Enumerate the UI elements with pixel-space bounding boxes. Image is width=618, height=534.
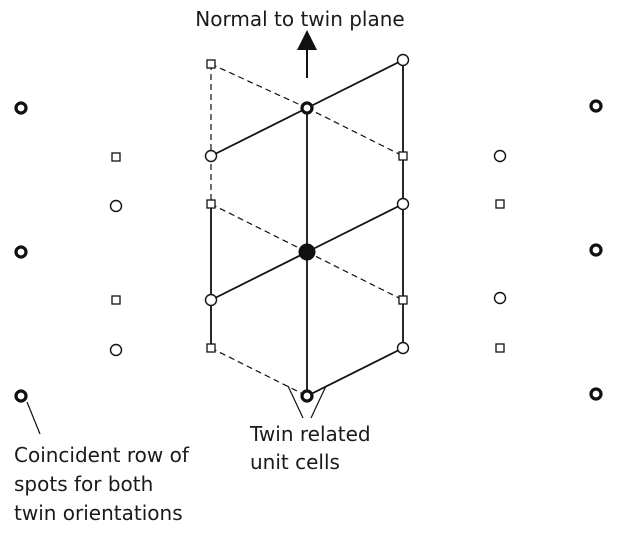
- coincident-label-line2: spots for both: [14, 472, 153, 496]
- coincident-spots: [14, 99, 603, 403]
- spot-a: [204, 149, 218, 163]
- coincident-label-line1: Coincident row of: [14, 443, 190, 467]
- twin-b-spots: [111, 59, 505, 353]
- coincident-spot: [300, 389, 314, 403]
- twin-cells-label-line2: unit cells: [250, 450, 340, 474]
- coincident-spot: [300, 101, 314, 115]
- coincident-spot: [589, 387, 603, 401]
- spot-a: [109, 343, 123, 357]
- spot-a: [396, 341, 410, 355]
- twin-plane-normal-label: Normal to twin plane: [195, 7, 404, 31]
- spot-b: [206, 343, 216, 353]
- spot-b: [206, 199, 216, 209]
- spot-a: [396, 53, 410, 67]
- spot-b: [398, 151, 408, 161]
- spot-b: [111, 295, 121, 305]
- origin-spot: [298, 243, 316, 261]
- spot-b: [206, 59, 216, 69]
- spot-b: [111, 152, 121, 162]
- spot-b: [398, 295, 408, 305]
- coincident-spot: [14, 389, 28, 403]
- twin-b-cell-lines: [210, 63, 404, 397]
- twin-a-spots: [109, 53, 507, 357]
- spot-a: [204, 293, 218, 307]
- spot-a: [493, 291, 507, 305]
- coincident-spot: [14, 101, 28, 115]
- spot-a: [396, 197, 410, 211]
- twin-cells-label-line1: Twin related: [249, 422, 371, 446]
- coincident-spot: [589, 99, 603, 113]
- spot-a: [493, 149, 507, 163]
- coincident-label-line3: twin orientations: [14, 501, 183, 525]
- spot-b: [495, 199, 505, 209]
- coincident-leader: [26, 401, 41, 435]
- coincident-spot: [14, 245, 28, 259]
- spot-b: [495, 343, 505, 353]
- twin-cells-leader: [287, 385, 327, 419]
- spot-a: [109, 199, 123, 213]
- coincident-spot: [589, 243, 603, 257]
